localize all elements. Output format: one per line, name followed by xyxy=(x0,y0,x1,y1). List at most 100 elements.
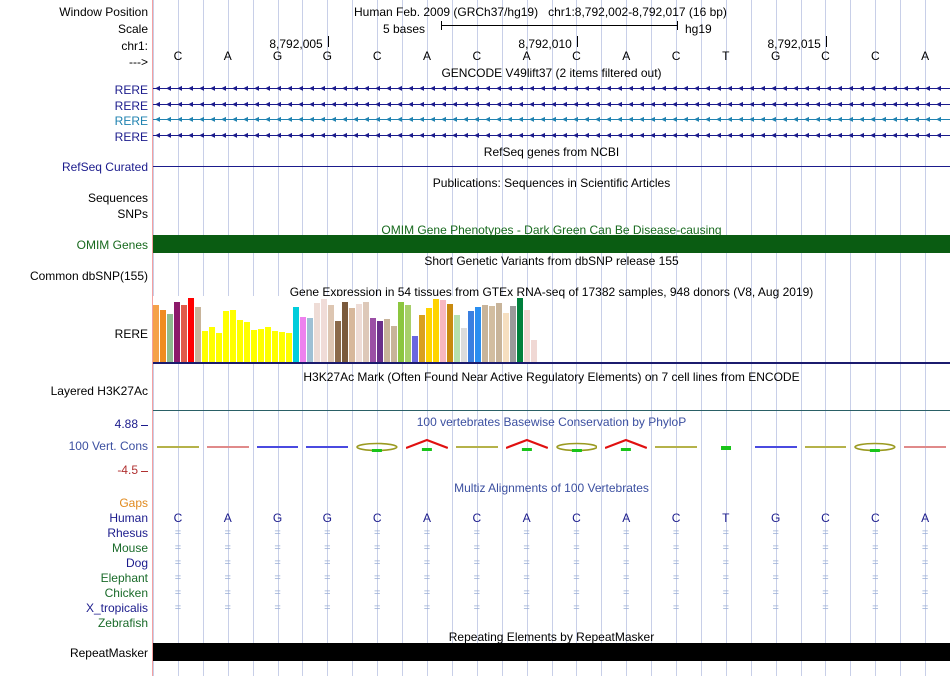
gtex-tissue-bar[interactable] xyxy=(447,303,453,362)
strand-arrow-left-icon: ◂ xyxy=(496,99,502,110)
gtex-tissue-bar[interactable] xyxy=(454,314,460,362)
gene-feature-row[interactable]: ◂ ◂ ◂ ◂ ◂ ◂ ◂ ◂ ◂ ◂ ◂ ◂ ◂ ◂ ◂ ◂ ◂ ◂ ◂ ◂ ◂ ◂ ◂ ◂ ◂ ◂ ◂ ◂ ◂ ◂ ◂ ◂ ◂ ◂ ◂ ◂ ◂ ◂ ◂ ◂… xyxy=(153,130,950,141)
gtex-tissue-bar[interactable] xyxy=(405,304,411,362)
gtex-tissue-bar[interactable] xyxy=(398,301,404,362)
conservation-plot[interactable] xyxy=(153,410,950,470)
strand-arrow-left-icon: ◂ xyxy=(771,130,777,141)
gtex-bar-chart[interactable] xyxy=(153,0,950,676)
species-label-human[interactable]: Human xyxy=(109,511,148,525)
gtex-tissue-bar[interactable] xyxy=(307,318,313,362)
sequences-label[interactable]: Sequences xyxy=(87,191,148,205)
gtex-tissue-bar[interactable] xyxy=(328,304,334,362)
gtex-tissue-bar[interactable] xyxy=(160,310,166,362)
gtex-tissue-bar[interactable] xyxy=(251,330,257,362)
species-label-chicken[interactable]: Chicken xyxy=(104,586,148,600)
alignment-match-mark: = xyxy=(224,527,231,539)
gtex-tissue-bar[interactable] xyxy=(363,301,369,362)
gtex-tissue-bar[interactable] xyxy=(174,301,180,362)
strand-arrow-left-icon: ◂ xyxy=(683,130,689,141)
species-label-mouse[interactable]: Mouse xyxy=(111,541,148,555)
refseq-feature-line[interactable] xyxy=(153,166,950,167)
gtex-tissue-bar[interactable] xyxy=(279,332,285,362)
gtex-tissue-bar[interactable] xyxy=(461,327,467,362)
strand-arrow-left-icon: ◂ xyxy=(485,83,491,94)
gtex-tissue-bar[interactable] xyxy=(503,312,509,362)
omim-genes-label[interactable]: OMIM Genes xyxy=(76,238,148,252)
gtex-tissue-bar[interactable] xyxy=(293,307,299,362)
gene-name-label[interactable]: RERE xyxy=(114,99,148,113)
species-label-x_tropicalis[interactable]: X_tropicalis xyxy=(85,601,148,615)
gtex-tissue-bar[interactable] xyxy=(531,340,537,362)
gene-name-label[interactable]: RERE xyxy=(114,114,148,128)
gene-feature-row[interactable]: ◂ ◂ ◂ ◂ ◂ ◂ ◂ ◂ ◂ ◂ ◂ ◂ ◂ ◂ ◂ ◂ ◂ ◂ ◂ ◂ ◂ ◂ ◂ ◂ ◂ ◂ ◂ ◂ ◂ ◂ ◂ ◂ ◂ ◂ ◂ ◂ ◂ ◂ ◂ ◂… xyxy=(153,83,950,94)
gtex-tissue-bar[interactable] xyxy=(391,325,397,362)
repeatmasker-label[interactable]: RepeatMasker xyxy=(69,646,148,660)
gtex-tissue-bar[interactable] xyxy=(384,319,390,362)
gtex-tissue-bar[interactable] xyxy=(349,308,355,362)
gene-body-line xyxy=(153,88,950,89)
species-label-zebrafish[interactable]: Zebrafish xyxy=(97,616,148,630)
gene-feature-row[interactable]: ◂ ◂ ◂ ◂ ◂ ◂ ◂ ◂ ◂ ◂ ◂ ◂ ◂ ◂ ◂ ◂ ◂ ◂ ◂ ◂ ◂ ◂ ◂ ◂ ◂ ◂ ◂ ◂ ◂ ◂ ◂ ◂ ◂ ◂ ◂ ◂ ◂ ◂ ◂ ◂… xyxy=(153,114,950,125)
gtex-tissue-bar[interactable] xyxy=(300,316,306,362)
gtex-tissue-bar[interactable] xyxy=(272,331,278,362)
gtex-tissue-bar[interactable] xyxy=(237,320,243,362)
refseq-label[interactable]: RefSeq Curated xyxy=(61,160,148,174)
strand-arrow-left-icon: ◂ xyxy=(155,83,161,94)
gtex-tissue-bar[interactable] xyxy=(167,313,173,362)
gtex-tissue-bar[interactable] xyxy=(230,310,236,362)
gtex-tissue-bar[interactable] xyxy=(489,305,495,362)
gtex-tissue-bar[interactable] xyxy=(524,310,530,362)
strand-arrow-left-icon: ◂ xyxy=(177,130,183,141)
gtex-tissue-bar[interactable] xyxy=(419,314,425,362)
species-label-dog[interactable]: Dog xyxy=(125,556,148,570)
h3k27ac-label[interactable]: Layered H3K27Ac xyxy=(50,384,148,398)
gtex-tissue-bar[interactable] xyxy=(370,318,376,362)
gtex-tissue-bar[interactable] xyxy=(335,321,341,362)
gtex-tissue-bar[interactable] xyxy=(209,326,215,362)
gtex-tissue-bar[interactable] xyxy=(342,301,348,362)
gtex-tissue-bar[interactable] xyxy=(321,299,327,362)
common-dbsnp-label[interactable]: Common dbSNP(155) xyxy=(29,269,148,283)
alignment-match-mark: = xyxy=(473,542,480,554)
gtex-tissue-bar[interactable] xyxy=(195,307,201,362)
gtex-tissue-bar[interactable] xyxy=(223,311,229,362)
dbsnp-track-title: Short Genetic Variants from dbSNP releas… xyxy=(424,254,679,268)
gene-name-label[interactable]: RERE xyxy=(114,130,148,144)
gtex-tissue-bar[interactable] xyxy=(517,298,523,362)
gtex-tissue-bar[interactable] xyxy=(468,311,474,362)
gtex-tissue-bar[interactable] xyxy=(202,331,208,362)
gtex-tissue-bar[interactable] xyxy=(433,299,439,362)
gtex-tissue-bar[interactable] xyxy=(258,329,264,362)
conservation-mark xyxy=(356,436,398,456)
gtex-tissue-bar[interactable] xyxy=(377,321,383,362)
gtex-bars[interactable] xyxy=(153,296,538,362)
conservation-label[interactable]: 100 Vert. Cons xyxy=(68,439,148,453)
gtex-tissue-bar[interactable] xyxy=(510,305,516,362)
species-label-rhesus[interactable]: Rhesus xyxy=(107,526,148,540)
gtex-tissue-bar[interactable] xyxy=(356,303,362,362)
gtex-tissue-bar[interactable] xyxy=(475,307,481,362)
gtex-tissue-bar[interactable] xyxy=(216,333,222,362)
strand-arrow-left-icon: ◂ xyxy=(254,99,260,110)
gtex-tissue-bar[interactable] xyxy=(440,300,446,362)
gene-name-label[interactable]: RERE xyxy=(114,83,148,97)
gaps-label[interactable]: Gaps xyxy=(119,496,148,510)
gtex-tissue-bar[interactable] xyxy=(286,333,292,362)
gtex-tissue-bar[interactable] xyxy=(153,304,159,362)
species-label-elephant[interactable]: Elephant xyxy=(100,571,148,585)
omim-feature-block[interactable] xyxy=(153,235,950,253)
strand-arrow-left-icon: ◂ xyxy=(540,83,546,94)
gene-feature-row[interactable]: ◂ ◂ ◂ ◂ ◂ ◂ ◂ ◂ ◂ ◂ ◂ ◂ ◂ ◂ ◂ ◂ ◂ ◂ ◂ ◂ ◂ ◂ ◂ ◂ ◂ ◂ ◂ ◂ ◂ ◂ ◂ ◂ ◂ ◂ ◂ ◂ ◂ ◂ ◂ ◂… xyxy=(153,99,950,110)
gtex-gene-label[interactable]: RERE xyxy=(114,327,148,341)
gtex-tissue-bar[interactable] xyxy=(482,304,488,362)
gtex-tissue-bar[interactable] xyxy=(412,335,418,362)
gtex-tissue-bar[interactable] xyxy=(426,308,432,362)
gtex-tissue-bar[interactable] xyxy=(244,322,250,362)
gtex-tissue-bar[interactable] xyxy=(181,304,187,362)
snps-label[interactable]: SNPs xyxy=(117,207,148,221)
repeatmasker-feature-block[interactable] xyxy=(153,643,950,661)
gtex-tissue-bar[interactable] xyxy=(314,302,320,362)
gtex-tissue-bar[interactable] xyxy=(188,298,194,362)
gtex-tissue-bar[interactable] xyxy=(496,302,502,362)
gtex-tissue-bar[interactable] xyxy=(265,326,271,362)
